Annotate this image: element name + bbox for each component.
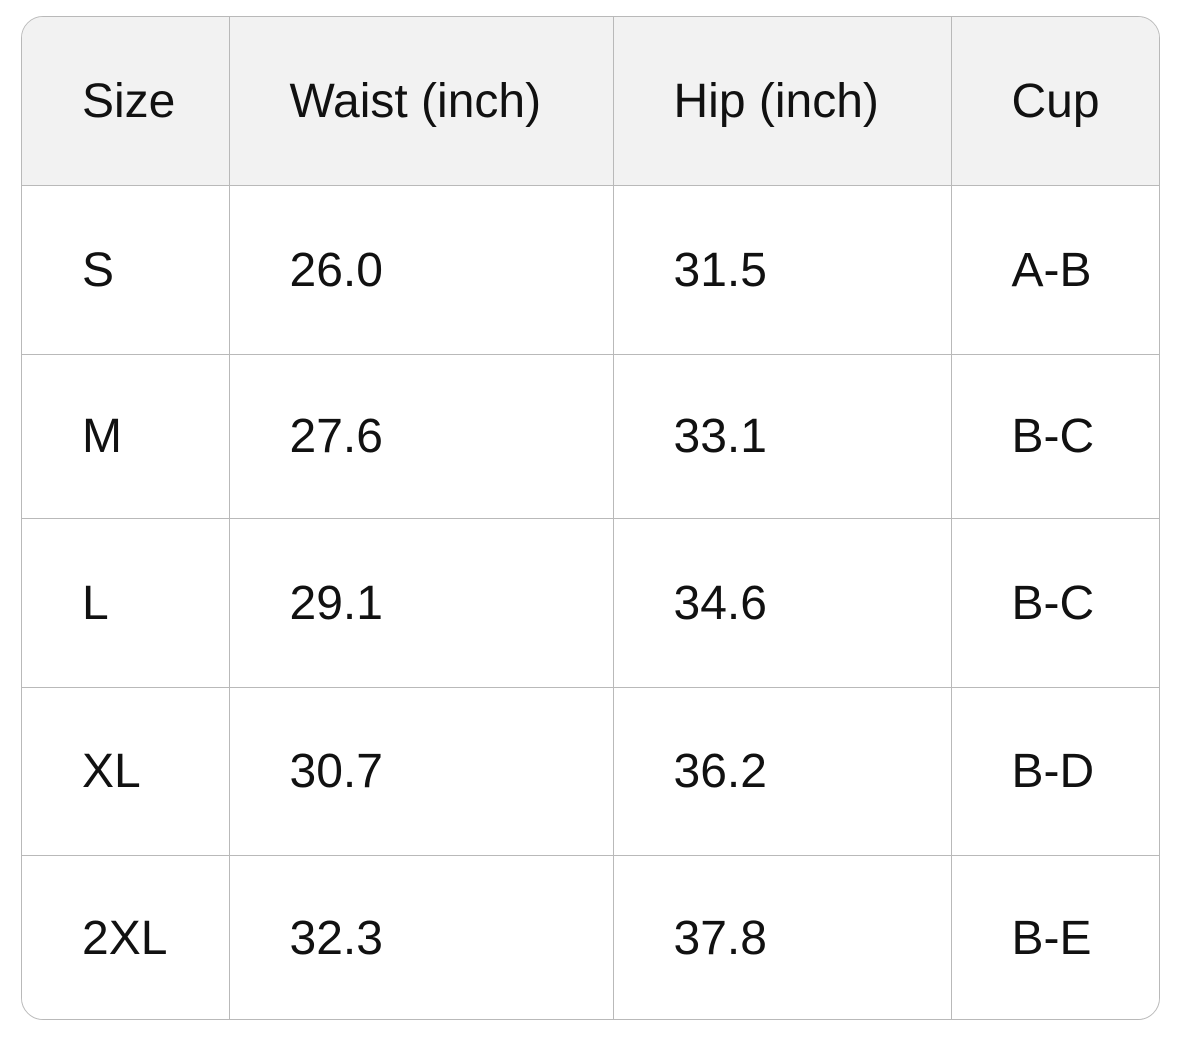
cell-hip: 31.5 [612,185,952,355]
cell-waist: 29.1 [228,518,614,688]
cell-size: S [22,185,230,355]
cell-hip: 37.8 [612,855,952,1019]
cell-size: M [22,354,230,519]
cell-size: XL [22,687,230,856]
table-row: S 26.0 31.5 A-B [22,185,1159,355]
table-row: 2XL 32.3 37.8 B-E [22,855,1159,1019]
cell-cup: B-E [950,855,1159,1019]
table-row: M 27.6 33.1 B-C [22,354,1159,519]
table-row: L 29.1 34.6 B-C [22,518,1159,688]
header-waist: Waist (inch) [228,17,614,186]
cell-waist: 27.6 [228,354,614,519]
table-row: XL 30.7 36.2 B-D [22,687,1159,856]
cell-size: L [22,518,230,688]
header-row: Size Waist (inch) Hip (inch) Cup [22,17,1159,186]
cell-cup: B-C [950,354,1159,519]
size-chart-table: Size Waist (inch) Hip (inch) Cup S 26.0 … [21,16,1160,1020]
cell-size: 2XL [22,855,230,1019]
cell-waist: 26.0 [228,185,614,355]
cell-hip: 36.2 [612,687,952,856]
header-cup: Cup [950,17,1159,186]
header-size: Size [22,17,230,186]
cell-cup: B-C [950,518,1159,688]
cell-hip: 33.1 [612,354,952,519]
cell-hip: 34.6 [612,518,952,688]
cell-cup: B-D [950,687,1159,856]
header-hip: Hip (inch) [612,17,952,186]
cell-waist: 32.3 [228,855,614,1019]
cell-cup: A-B [950,185,1159,355]
cell-waist: 30.7 [228,687,614,856]
